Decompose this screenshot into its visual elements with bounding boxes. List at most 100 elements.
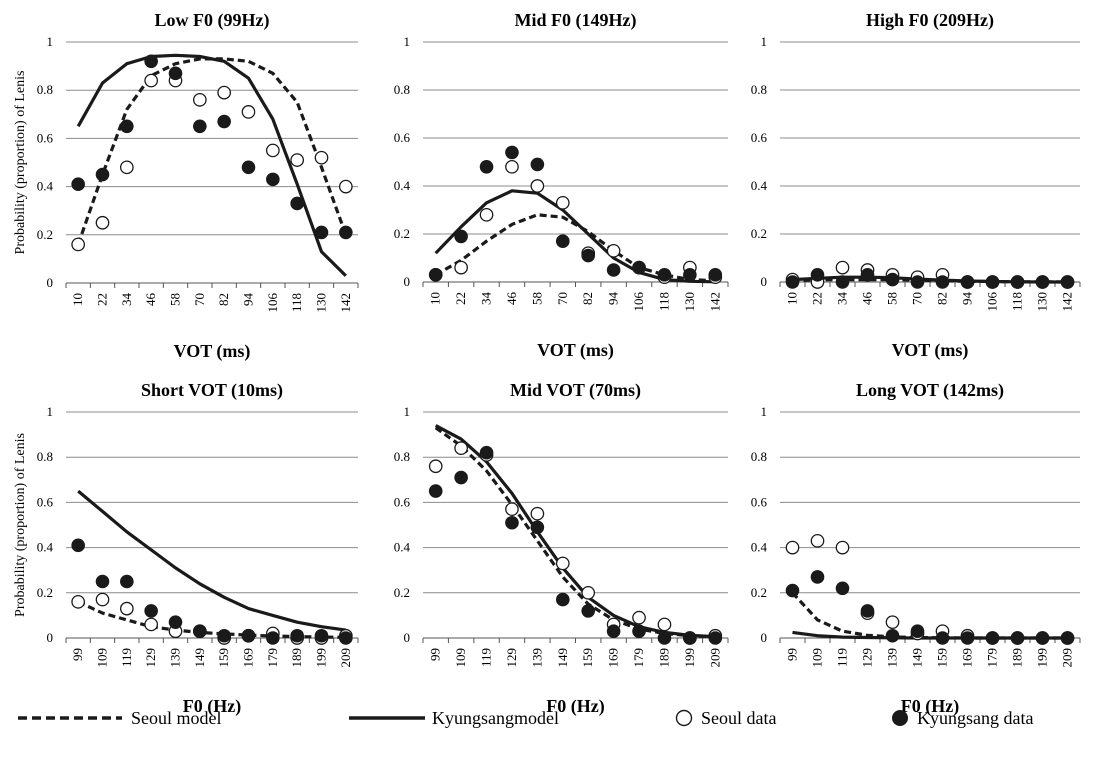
x-tick-label: 34 xyxy=(479,292,494,306)
point-kyungsang-data xyxy=(581,248,596,263)
point-kyungsang-data xyxy=(860,268,875,282)
point-seoul-data xyxy=(885,615,900,630)
point-kyungsang-data xyxy=(71,538,85,553)
x-axis-label: F0 (Hz) xyxy=(546,696,604,717)
x-tick-label: 149 xyxy=(555,648,570,668)
point-kyungsang-data xyxy=(606,624,621,639)
x-tick-label: 209 xyxy=(707,648,722,668)
point-seoul-data xyxy=(119,601,134,616)
y-tick-label: 0 xyxy=(47,275,54,290)
series-line-seoul-model xyxy=(76,57,348,245)
legend-kyungsang-model-label: Kyungsangmodel xyxy=(432,708,559,728)
x-tick-label: 109 xyxy=(95,648,110,668)
point-seoul-data xyxy=(265,143,280,158)
point-kyungsang-data xyxy=(314,225,329,240)
y-tick-label: 0.2 xyxy=(37,585,53,600)
point-kyungsang-data xyxy=(290,628,304,643)
point-kyungsang-data xyxy=(217,114,231,129)
point-seoul-data xyxy=(290,153,305,167)
x-tick-label: 142 xyxy=(338,293,353,313)
x-tick-label: 82 xyxy=(216,293,231,306)
point-kyungsang-data xyxy=(95,167,110,182)
x-tick-label: 142 xyxy=(1060,292,1075,312)
x-tick-label: 139 xyxy=(168,648,183,668)
x-tick-label: 10 xyxy=(428,292,443,305)
point-seoul-data xyxy=(95,592,110,607)
point-kyungsang-data xyxy=(454,470,468,485)
point-kyungsang-data xyxy=(708,268,723,282)
x-tick-label: 119 xyxy=(835,648,850,667)
point-kyungsang-data xyxy=(428,268,443,282)
point-kyungsang-data xyxy=(985,275,1000,289)
x-tick-label: 159 xyxy=(216,648,231,668)
x-tick-label: 179 xyxy=(265,648,280,668)
point-kyungsang-data xyxy=(860,604,875,618)
series-line-seoul-model xyxy=(434,426,716,639)
point-kyungsang-data xyxy=(683,268,697,282)
y-tick-label: 0.8 xyxy=(37,449,53,464)
x-tick-label: 106 xyxy=(265,293,280,313)
x-axis-label: VOT (ms) xyxy=(174,341,251,362)
point-kyungsang-data xyxy=(193,119,207,134)
y-tick-label: 0.6 xyxy=(751,130,768,145)
x-tick-label: 10 xyxy=(70,293,85,306)
x-tick-label: 106 xyxy=(631,292,646,312)
x-axis-label: VOT (ms) xyxy=(892,340,969,361)
legend: Seoul model Kyungsangmodel Seoul data Ky… xyxy=(18,708,1033,728)
x-tick-label: 70 xyxy=(555,292,570,305)
x-tick-label: 209 xyxy=(1060,648,1075,668)
chart-title: Short VOT (10ms) xyxy=(141,380,283,401)
x-tick-label: 130 xyxy=(314,293,329,313)
point-kyungsang-data xyxy=(120,119,134,134)
x-tick-label: 119 xyxy=(119,648,134,667)
legend-seoul-model-label: Seoul model xyxy=(131,708,222,728)
x-tick-label: 169 xyxy=(241,648,256,668)
x-tick-label: 130 xyxy=(682,292,697,312)
point-seoul-data xyxy=(314,150,329,165)
x-tick-label: 22 xyxy=(453,292,468,305)
y-tick-label: 0 xyxy=(761,630,768,645)
y-tick-label: 0.4 xyxy=(37,540,54,555)
point-kyungsang-data xyxy=(708,631,723,645)
y-tick-label: 1 xyxy=(404,34,411,49)
point-kyungsang-data xyxy=(168,66,183,81)
point-kyungsang-data xyxy=(810,570,825,584)
point-kyungsang-data xyxy=(960,275,975,289)
x-tick-label: 34 xyxy=(835,292,850,306)
x-tick-label: 118 xyxy=(1010,292,1025,311)
point-kyungsang-data xyxy=(144,54,158,69)
x-tick-label: 46 xyxy=(143,293,158,307)
point-seoul-data xyxy=(454,441,468,456)
x-tick-label: 179 xyxy=(631,648,646,668)
x-tick-label: 58 xyxy=(529,292,544,305)
y-tick-label: 0.8 xyxy=(751,449,767,464)
x-tick-label: 94 xyxy=(960,292,975,306)
point-kyungsang-data xyxy=(241,628,256,643)
point-kyungsang-data xyxy=(910,624,925,639)
x-tick-label: 99 xyxy=(70,648,85,661)
y-tick-label: 1 xyxy=(47,34,54,49)
x-tick-label: 189 xyxy=(289,648,304,668)
point-kyungsang-data xyxy=(1060,275,1075,289)
point-kyungsang-data xyxy=(910,275,925,289)
y-tick-label: 0.4 xyxy=(394,178,411,193)
point-kyungsang-data xyxy=(555,234,570,248)
chart-panel-1: 0 0.2 0.4 0.6 0.8 1 10 22 34 46 58 70 82 94 106 118 130 1… xyxy=(13,10,359,362)
x-tick-label: 129 xyxy=(860,648,875,668)
point-kyungsang-data xyxy=(266,631,280,645)
point-seoul-data xyxy=(581,585,596,600)
series-line-seoul-model xyxy=(77,600,346,639)
x-axis-label: F0 (Hz) xyxy=(183,696,241,717)
point-seoul-data xyxy=(71,594,86,609)
y-tick-label: 0 xyxy=(404,274,411,289)
point-kyungsang-data xyxy=(314,628,329,643)
point-kyungsang-data xyxy=(1035,631,1050,645)
x-tick-label: 149 xyxy=(192,648,207,668)
y-tick-label: 0.6 xyxy=(37,494,54,509)
y-tick-label: 0.2 xyxy=(394,585,410,600)
point-kyungsang-data xyxy=(960,631,975,645)
y-tick-label: 0.2 xyxy=(394,226,410,241)
point-kyungsang-data xyxy=(632,260,646,275)
point-seoul-data xyxy=(95,215,110,230)
point-kyungsang-data xyxy=(885,628,900,643)
